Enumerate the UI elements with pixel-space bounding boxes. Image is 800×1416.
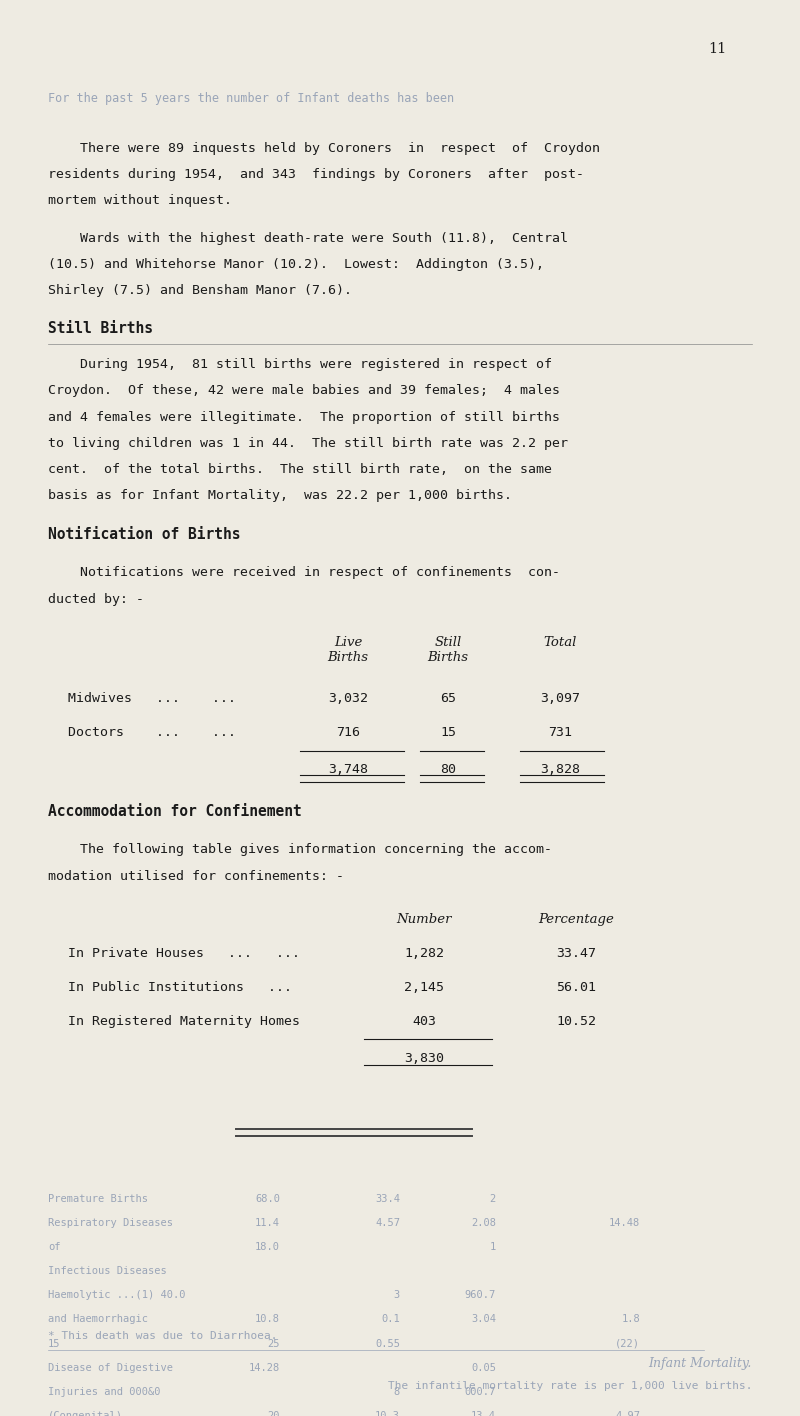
Text: Premature Births: Premature Births [48, 1194, 148, 1204]
Text: Accommodation for Confinement: Accommodation for Confinement [48, 804, 302, 818]
Text: 10.52: 10.52 [556, 1015, 596, 1028]
Text: 80: 80 [440, 763, 456, 776]
Text: Respiratory Diseases: Respiratory Diseases [48, 1218, 173, 1228]
Text: 33.47: 33.47 [556, 947, 596, 960]
Text: Injuries and 000&0: Injuries and 000&0 [48, 1386, 161, 1396]
Text: In Registered Maternity Homes: In Registered Maternity Homes [68, 1015, 300, 1028]
Text: Infant Mortality.: Infant Mortality. [649, 1357, 752, 1369]
Text: 14.28: 14.28 [249, 1362, 280, 1372]
Text: 2,145: 2,145 [404, 981, 444, 994]
Text: * This death was due to Diarrhoea.: * This death was due to Diarrhoea. [48, 1331, 278, 1341]
Text: 18.0: 18.0 [255, 1242, 280, 1252]
Text: 2.08: 2.08 [471, 1218, 496, 1228]
Text: 4.57: 4.57 [375, 1218, 400, 1228]
Text: Live
Births: Live Births [327, 636, 369, 664]
Text: Midwives   ...    ...: Midwives ... ... [68, 692, 236, 705]
Text: modation utilised for confinements: -: modation utilised for confinements: - [48, 869, 344, 882]
Text: In Private Houses   ...   ...: In Private Houses ... ... [68, 947, 300, 960]
Text: residents during 1954,  and 343  findings by Coroners  after  post-: residents during 1954, and 343 findings … [48, 167, 584, 181]
Text: 3,748: 3,748 [328, 763, 368, 776]
Text: 65: 65 [440, 692, 456, 705]
Text: 403: 403 [412, 1015, 436, 1028]
Text: of: of [48, 1242, 61, 1252]
Text: 2: 2 [490, 1194, 496, 1204]
Text: 10.8: 10.8 [255, 1314, 280, 1324]
Text: Percentage: Percentage [538, 913, 614, 926]
Text: 10.3: 10.3 [375, 1410, 400, 1416]
Text: Still Births: Still Births [48, 321, 153, 337]
Text: 3,097: 3,097 [540, 692, 580, 705]
Text: (Congenital): (Congenital) [48, 1410, 123, 1416]
Text: to living children was 1 in 44.  The still birth rate was 2.2 per: to living children was 1 in 44. The stil… [48, 436, 568, 450]
Text: The infantile mortality rate is per 1,000 live births.: The infantile mortality rate is per 1,00… [387, 1381, 752, 1391]
Text: Infectious Diseases: Infectious Diseases [48, 1266, 166, 1276]
Text: Total: Total [543, 636, 577, 649]
Text: and Haemorrhagic: and Haemorrhagic [48, 1314, 148, 1324]
Text: 000.7: 000.7 [465, 1386, 496, 1396]
Text: 68.0: 68.0 [255, 1194, 280, 1204]
Text: 960.7: 960.7 [465, 1290, 496, 1300]
Text: 4.97: 4.97 [615, 1410, 640, 1416]
Text: cent.  of the total births.  The still birth rate,  on the same: cent. of the total births. The still bir… [48, 463, 552, 476]
Text: Still
Births: Still Births [427, 636, 469, 664]
Text: 716: 716 [336, 726, 360, 739]
Text: Croydon.  Of these, 42 were male babies and 39 females;  4 males: Croydon. Of these, 42 were male babies a… [48, 384, 560, 398]
Text: Wards with the highest death-rate were South (11.8),  Central: Wards with the highest death-rate were S… [48, 231, 568, 245]
Text: 15: 15 [440, 726, 456, 739]
Text: There were 89 inquests held by Coroners  in  respect  of  Croydon: There were 89 inquests held by Coroners … [48, 142, 600, 154]
Text: mortem without inquest.: mortem without inquest. [48, 194, 232, 207]
Text: In Public Institutions   ...: In Public Institutions ... [68, 981, 292, 994]
Text: 3,830: 3,830 [404, 1052, 444, 1065]
Text: 14.48: 14.48 [609, 1218, 640, 1228]
Text: Notification of Births: Notification of Births [48, 527, 241, 542]
Text: Haemolytic ...(1) 40.0: Haemolytic ...(1) 40.0 [48, 1290, 186, 1300]
Text: and 4 females were illegitimate.  The proportion of still births: and 4 females were illegitimate. The pro… [48, 411, 560, 423]
Text: 3,032: 3,032 [328, 692, 368, 705]
Text: 33.4: 33.4 [375, 1194, 400, 1204]
Text: Number: Number [396, 913, 452, 926]
Text: 56.01: 56.01 [556, 981, 596, 994]
Text: Notifications were received in respect of confinements  con-: Notifications were received in respect o… [48, 566, 560, 579]
Text: (10.5) and Whitehorse Manor (10.2).  Lowest:  Addington (3.5),: (10.5) and Whitehorse Manor (10.2). Lowe… [48, 258, 544, 270]
Text: 731: 731 [548, 726, 572, 739]
Text: 1: 1 [490, 1242, 496, 1252]
Text: 25: 25 [267, 1338, 280, 1348]
Text: Shirley (7.5) and Bensham Manor (7.6).: Shirley (7.5) and Bensham Manor (7.6). [48, 283, 352, 297]
Text: 13.4: 13.4 [471, 1410, 496, 1416]
Text: 3: 3 [394, 1290, 400, 1300]
Text: 0.1: 0.1 [382, 1314, 400, 1324]
Text: 3,828: 3,828 [540, 763, 580, 776]
Text: basis as for Infant Mortality,  was 22.2 per 1,000 births.: basis as for Infant Mortality, was 22.2 … [48, 489, 512, 503]
Text: 0.55: 0.55 [375, 1338, 400, 1348]
Text: 15: 15 [48, 1338, 61, 1348]
Text: Disease of Digestive: Disease of Digestive [48, 1362, 173, 1372]
Text: Doctors    ...    ...: Doctors ... ... [68, 726, 236, 739]
Text: 3.04: 3.04 [471, 1314, 496, 1324]
Text: 8: 8 [394, 1386, 400, 1396]
Text: During 1954,  81 still births were registered in respect of: During 1954, 81 still births were regist… [48, 358, 552, 371]
Text: 0.05: 0.05 [471, 1362, 496, 1372]
Text: For the past 5 years the number of Infant deaths has been: For the past 5 years the number of Infan… [48, 92, 454, 105]
Text: 1,282: 1,282 [404, 947, 444, 960]
Text: (22): (22) [615, 1338, 640, 1348]
Text: ducted by: -: ducted by: - [48, 592, 144, 606]
Text: 1.8: 1.8 [622, 1314, 640, 1324]
Text: The following table gives information concerning the accom-: The following table gives information co… [48, 844, 552, 857]
Text: 11.4: 11.4 [255, 1218, 280, 1228]
Text: 11: 11 [708, 42, 726, 57]
Text: 20: 20 [267, 1410, 280, 1416]
